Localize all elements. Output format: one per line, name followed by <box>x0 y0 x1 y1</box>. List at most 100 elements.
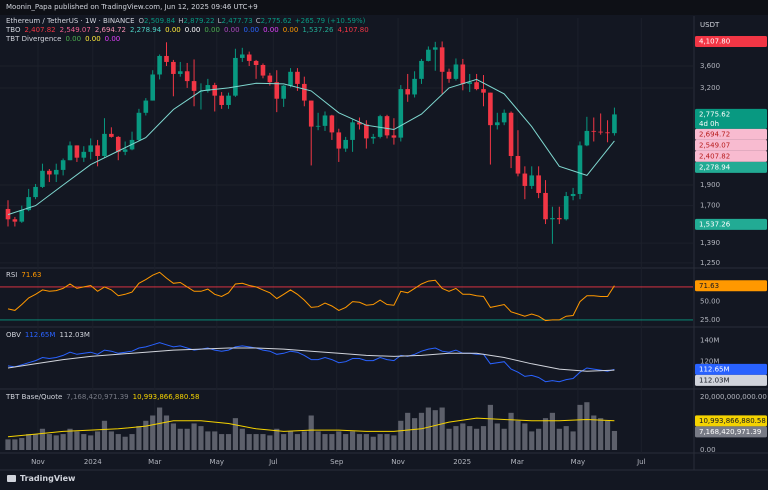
bar <box>598 418 604 450</box>
bar <box>329 434 335 450</box>
candle-body <box>467 82 473 84</box>
candle-body <box>419 60 424 79</box>
pane-legend-value: 112.65M <box>24 331 56 339</box>
bar <box>405 412 411 450</box>
y-tick-label: 1,390 <box>700 239 720 247</box>
bar <box>453 426 459 450</box>
bar <box>384 434 390 450</box>
bar <box>184 428 190 450</box>
candle-body <box>563 196 569 220</box>
indicator-value: 0.00 <box>204 26 220 34</box>
candle-body <box>412 78 417 95</box>
candle-body <box>171 61 176 74</box>
bar <box>260 434 266 450</box>
brand: TradingView <box>20 474 76 483</box>
candle-body <box>136 112 142 140</box>
x-tick-label: Mar <box>148 458 161 466</box>
price-tag-label: 2,549.07 <box>699 142 730 150</box>
indicator-value: 0.00 <box>223 26 240 34</box>
x-tick-label: Nov <box>31 458 45 466</box>
bar <box>480 426 487 450</box>
ohlc-key: H <box>178 17 184 25</box>
bar <box>322 434 328 450</box>
indicator-value: 0.00 <box>243 26 260 34</box>
ohlc-value: 2,879.22 <box>183 17 215 25</box>
indicator-name: TBT Divergence <box>6 35 62 43</box>
candle-body <box>40 170 45 187</box>
candle-body <box>384 116 390 136</box>
candle-body <box>102 133 107 156</box>
indicator-value: 2,407.82 <box>24 26 56 34</box>
price-tag <box>695 218 767 230</box>
bar <box>53 435 59 450</box>
bar <box>67 428 73 450</box>
pane-title: RSI <box>6 271 18 279</box>
indicator-value: 0.00 <box>263 26 279 34</box>
bar <box>74 431 80 450</box>
x-tick-label: Mar <box>511 458 524 466</box>
candle-body <box>240 54 245 58</box>
indicator-value: 2,278.94 <box>129 26 162 34</box>
bar <box>136 426 142 450</box>
price-tag <box>695 161 767 173</box>
pane-legend: TBT Base/Quote 7,168,420,971.39 10,993,866… <box>6 393 203 401</box>
price-tag-label: 10,993,866,880.58 <box>699 417 766 425</box>
currency: USDT <box>700 21 720 29</box>
y-tick-label: 20,000,000,000.00 <box>700 393 767 401</box>
bar <box>88 435 94 450</box>
candle-body <box>60 160 66 170</box>
y-tick-label: 1,700 <box>700 202 720 210</box>
bar <box>5 439 11 450</box>
bar <box>150 415 156 450</box>
bar <box>584 402 590 450</box>
price-tag-label: 2,278.94 <box>699 164 731 172</box>
bar <box>46 434 52 450</box>
indicator-value: 4,107.80 <box>337 26 369 34</box>
bar <box>611 430 618 450</box>
bar <box>294 434 301 450</box>
pane-legend-value: 7,168,420,971.39 <box>66 393 129 401</box>
candle-body <box>88 145 93 152</box>
bar <box>474 428 480 450</box>
candle-body <box>191 81 197 91</box>
bar <box>287 431 294 450</box>
candle-body <box>150 74 156 101</box>
candle-body <box>508 112 514 156</box>
price-tag <box>695 150 767 162</box>
candle-body <box>281 85 286 99</box>
indicator-value: 0.00 <box>65 35 82 43</box>
bar <box>12 439 18 450</box>
candle-body <box>109 133 114 137</box>
price-tag <box>695 108 767 129</box>
candle-body <box>47 170 52 175</box>
candle-body <box>157 55 162 75</box>
candle-body <box>584 130 590 146</box>
candle-body <box>246 54 252 61</box>
candle-body <box>550 218 555 220</box>
symbol: Ethereum / TetherUS · 1W · BINANCE <box>6 17 135 25</box>
price-tag-label: 4,107.80 <box>699 38 730 46</box>
candle-body <box>219 95 224 105</box>
ohlc-item: C2,775.62 <box>256 17 292 25</box>
candle-body <box>598 131 603 133</box>
bar <box>281 434 287 450</box>
bar <box>308 415 314 450</box>
candle-body <box>501 112 507 123</box>
y-tick-label: 0.00 <box>700 446 716 454</box>
candle-body <box>426 49 431 61</box>
candle-body <box>226 95 231 105</box>
bar <box>377 434 383 450</box>
x-tick-label: Jul <box>268 458 278 466</box>
bar <box>26 434 32 450</box>
candle-body <box>95 145 100 156</box>
candle-body <box>177 71 183 74</box>
ohlc-key: O <box>138 17 145 25</box>
y-tick-label: 1,900 <box>700 181 720 189</box>
bar <box>274 428 280 450</box>
ohlc-value: 2,477.73 <box>221 17 253 25</box>
bar <box>32 434 39 450</box>
candle-body <box>481 89 486 93</box>
bar <box>515 420 521 450</box>
candle-body <box>529 175 535 186</box>
